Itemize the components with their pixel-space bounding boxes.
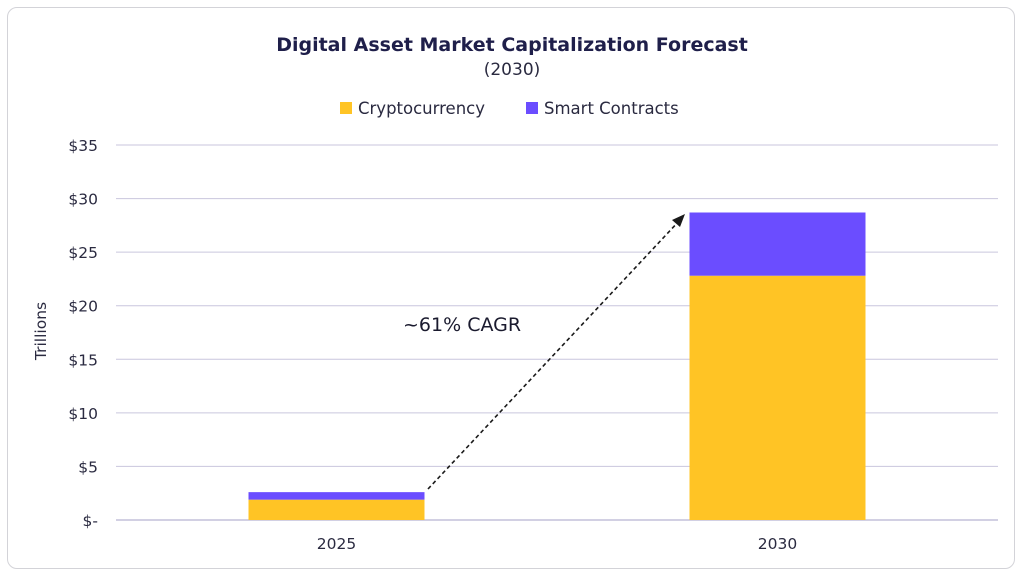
chart-title: Digital Asset Market Capitalization Fore…: [276, 34, 748, 56]
legend-label-smart-contracts: Smart Contracts: [544, 99, 679, 118]
y-tick-label: $15: [68, 351, 98, 369]
cagr-label: ~61% CAGR: [403, 314, 521, 336]
y-tick-label: $10: [68, 405, 98, 423]
cagr-annotation: ~61% CAGR: [403, 214, 685, 490]
gridlines: [116, 144, 998, 521]
y-tick-label: $25: [68, 244, 98, 262]
y-axis-title: Trillions: [32, 302, 50, 361]
legend-swatch-cryptocurrency: [340, 102, 352, 114]
y-tick-label: $20: [68, 298, 98, 316]
bars: [248, 212, 866, 520]
y-axis-ticks: $- $5 $10 $15 $20 $25 $30 $35: [68, 137, 98, 530]
cagr-arrow-line: [427, 219, 681, 490]
y-tick-label: $-: [83, 512, 98, 530]
y-tick-label: $35: [68, 137, 98, 155]
cagr-arrow-head: [672, 214, 685, 227]
x-axis-ticks: 2025 2030: [317, 535, 797, 553]
legend-label-cryptocurrency: Cryptocurrency: [358, 99, 485, 118]
legend: Cryptocurrency Smart Contracts: [340, 99, 679, 118]
x-tick-label: 2025: [317, 535, 356, 553]
legend-swatch-smart-contracts: [526, 102, 538, 114]
bar-cryptocurrency-2025: [248, 499, 425, 520]
y-tick-label: $30: [68, 191, 98, 209]
chart-subtitle: (2030): [484, 60, 541, 80]
bar-smart-contracts-2025: [248, 492, 425, 500]
x-tick-label: 2030: [758, 535, 797, 553]
chart-svg: Digital Asset Market Capitalization Fore…: [32, 34, 998, 553]
y-tick-label: $5: [78, 458, 98, 476]
chart-card: Digital Asset Market Capitalization Fore…: [7, 7, 1015, 569]
bar-smart-contracts-2030: [689, 212, 866, 276]
bar-cryptocurrency-2030: [689, 275, 866, 520]
